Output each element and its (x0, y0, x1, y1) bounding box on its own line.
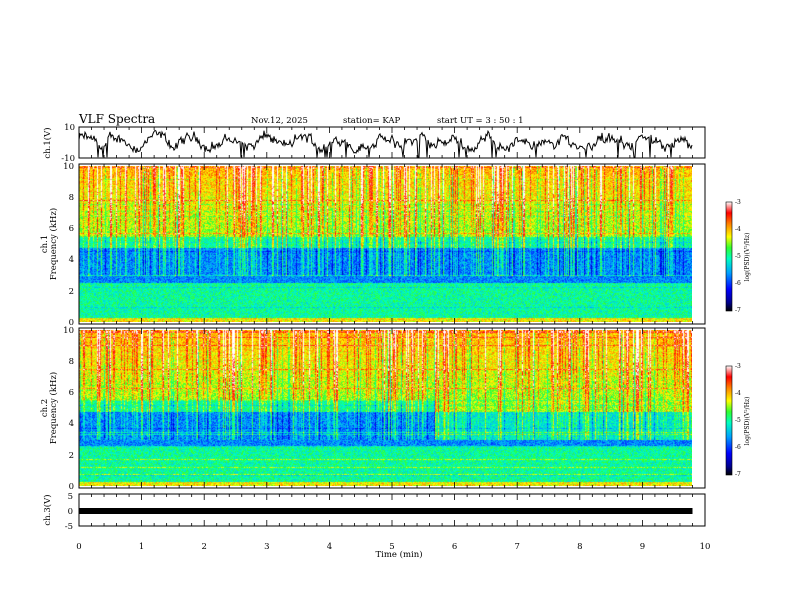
ch1-spec-ytick: 8 (69, 193, 74, 203)
ch2-spec-ytick: 0 (69, 482, 74, 492)
ch1-spec-ytick: 0 (69, 318, 74, 328)
figure-title: VLF Spectra (78, 112, 155, 126)
x-tick-label: 10 (700, 542, 711, 552)
x-tick-label: 2 (201, 542, 206, 552)
x-tick-label: 8 (577, 542, 582, 552)
ch1-cbar-tick: -4 (735, 226, 741, 233)
ch1-cbar-tick: -5 (735, 253, 741, 260)
ch1-cbar-label: log(PSD)(V²/Hz) (744, 233, 751, 282)
ch2-spec-chlabel: ch.2 (40, 399, 50, 417)
ch1-spec-ytick: 6 (69, 224, 74, 234)
start-ut-label: start UT = 3 : 50 : 1 (437, 116, 524, 126)
ch2-cbar-label: log(PSD)(V²/Hz) (744, 397, 751, 446)
ch1-ytick-max: 10 (64, 123, 75, 133)
ch2-colorbar (725, 365, 733, 476)
ch2-cbar-tick: -6 (735, 444, 741, 451)
ch2-cbar-tick: -5 (735, 417, 741, 424)
ch2-spec-ytick: 4 (69, 419, 74, 429)
x-tick-label: 6 (452, 542, 457, 552)
x-tick-label: 9 (640, 542, 645, 552)
ch1-ytick-min: -10 (61, 154, 75, 164)
ch1-cbar-tick: -6 (735, 280, 741, 287)
time-axis: 0 1 2 3 4 5 6 7 8 9 10 (76, 127, 710, 552)
ch2-spectrogram-panel: 0 2 4 6 8 10 ch.2 Frequency (kHz) -3 -4 … (40, 326, 751, 492)
x-tick-label: 7 (514, 542, 519, 552)
ch1-waveform-ylabel: ch.1(V) (42, 127, 53, 158)
ch2-cbar-tick: -3 (735, 363, 741, 370)
ch1-cbar-tick: -3 (735, 199, 741, 206)
ch1-cbar-tick: -7 (735, 307, 741, 314)
x-axis-label: Time (min) (375, 549, 422, 560)
x-tick-label: 1 (139, 542, 144, 552)
ch3-ytick: -5 (65, 522, 73, 532)
ch3-waveform-ylabel: ch.3(V) (42, 494, 53, 525)
station-label: station= KAP (343, 116, 401, 126)
ch1-spec-ytick: 4 (69, 255, 74, 265)
ch1-spec-ytick: 2 (69, 287, 74, 297)
ch2-cbar-tick: -7 (735, 471, 741, 478)
ch3-trace (79, 508, 693, 514)
ch1-spec-chlabel: ch.1 (40, 235, 50, 253)
ch1-spectrogram-panel: 0 2 4 6 8 10 ch.1 Frequency (kHz) -3 -4 … (40, 162, 751, 328)
ch3-ytick: 5 (68, 492, 73, 502)
ch2-spec-ytick: 6 (69, 388, 74, 398)
ch3-ytick: 0 (68, 507, 73, 517)
ch1-spectrogram-image (79, 166, 692, 322)
ch2-cbar-tick: -4 (735, 390, 741, 397)
x-tick-label: 3 (264, 542, 269, 552)
ch1-colorbar (725, 201, 733, 312)
ch1-spec-ytick: 10 (63, 162, 74, 172)
ch2-spec-ytick: 2 (69, 451, 74, 461)
ch1-spec-ylabel: Frequency (kHz) (48, 208, 59, 280)
ch1-trace (78, 129, 693, 158)
x-tick-label: 0 (76, 542, 81, 552)
ch2-spec-ytick: 10 (63, 326, 74, 336)
ch2-spectrogram-image (79, 330, 692, 486)
x-tick-label: 4 (327, 542, 332, 552)
x-tick-label: 5 (389, 542, 394, 552)
ch2-spec-ytick: 8 (69, 357, 74, 367)
date-label: Nov.12, 2025 (251, 116, 308, 126)
ch2-spec-ylabel: Frequency (kHz) (48, 372, 59, 444)
